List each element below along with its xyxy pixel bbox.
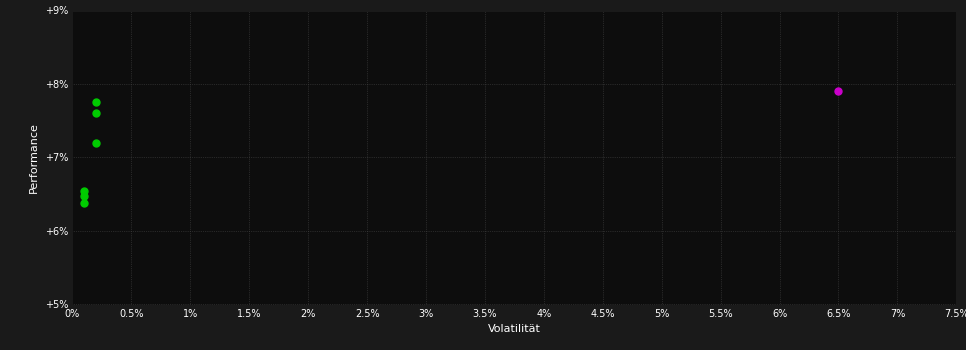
X-axis label: Volatilität: Volatilität xyxy=(488,324,541,334)
Point xyxy=(88,140,103,146)
Point xyxy=(76,188,92,193)
Point xyxy=(76,193,92,198)
Point xyxy=(831,89,846,94)
Y-axis label: Performance: Performance xyxy=(29,122,40,193)
Point xyxy=(88,99,103,105)
Point xyxy=(88,111,103,116)
Point xyxy=(76,200,92,206)
